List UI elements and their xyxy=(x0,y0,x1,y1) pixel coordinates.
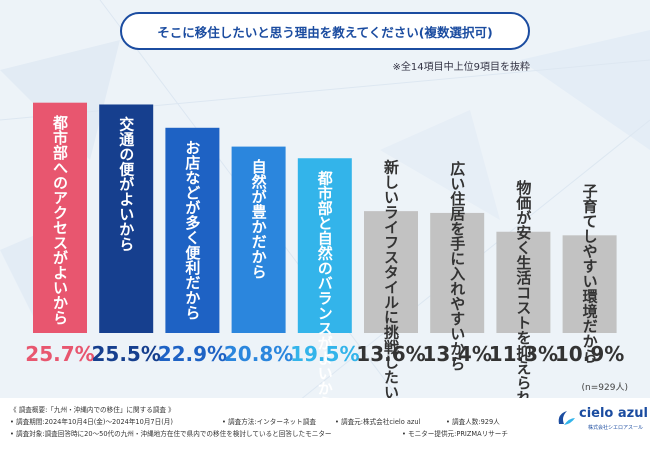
footer-monitor-provider: • モニター提供元:PRIZMAリサーチ xyxy=(402,430,508,438)
value-label-9: 10.9% xyxy=(555,342,624,366)
category-label-5: 都市部と自然のバランスがよいから xyxy=(316,170,334,410)
chart-title-box: そこに移住したいと思う理由を教えてください(複数選択可) xyxy=(120,12,530,50)
footer-survey-title: 《 調査概要:「九州・沖縄内での移住」に関する調査 》 xyxy=(10,406,175,414)
value-label-5: 19.5% xyxy=(290,342,359,366)
footer-survey-period: • 調査期間:2024年10月4日(金)〜2024年10月7日(月) xyxy=(10,418,173,426)
category-label-1: 都市部へのアクセスがよいから xyxy=(51,115,69,325)
category-label-9: 子育てしやすい環境だから xyxy=(581,183,599,363)
logo-subtitle: 株式会社シエロアスール xyxy=(588,425,644,431)
bar-9 xyxy=(562,235,617,333)
cielo-azul-logo-icon xyxy=(558,411,575,425)
category-label-8: 物価が安く生活コストを抑えられるから xyxy=(514,179,532,450)
category-label-4: 自然が豊かだから xyxy=(250,158,268,279)
selection-note: ※全14項目中上位9項目を抜粋 xyxy=(392,62,530,73)
bar-1 xyxy=(33,102,87,333)
bar-8 xyxy=(496,231,551,333)
category-label-2: 交通の便がよいから xyxy=(117,116,135,252)
value-label-7: 13.4% xyxy=(423,342,492,366)
footer-survey-method: • 調査方法:インターネット調査 xyxy=(222,418,316,426)
bar-3 xyxy=(165,127,220,334)
bar-6 xyxy=(364,211,418,333)
value-label-3: 22.9% xyxy=(158,342,227,366)
value-label-4: 20.8% xyxy=(224,342,293,366)
category-label-3: お店などが多く便利だから xyxy=(183,140,201,320)
bar-5 xyxy=(297,158,352,333)
sample-size-note: (n=929人) xyxy=(581,383,628,393)
footer-survey-target: • 調査対象:調査回答時に20〜50代の九州・沖縄地方在住で県内での移住を検討し… xyxy=(10,430,332,438)
logo-name: cielo azul xyxy=(579,406,648,421)
survey-footer: 《 調査概要:「九州・沖縄内での移住」に関する調査 》 • 調査期間:2024年… xyxy=(0,398,650,450)
footer-survey-count: • 調査人数:929人 xyxy=(446,418,500,426)
value-label-2: 25.5% xyxy=(92,342,161,366)
footer-survey-source: • 調査元:株式会社cielo azul xyxy=(335,418,421,426)
category-label-7: 広い住居を手に入れやすいから xyxy=(448,160,466,371)
bar-4 xyxy=(231,146,286,333)
chart-title: そこに移住したいと思う理由を教えてください(複数選択可) xyxy=(157,24,493,40)
bar-7 xyxy=(430,212,485,333)
value-label-8: 11.3% xyxy=(489,342,558,366)
value-label-1: 25.7% xyxy=(25,342,94,366)
value-label-6: 13.6% xyxy=(356,342,425,366)
bar-2 xyxy=(99,104,154,333)
category-label-6: 新しいライフスタイルに挑戦したいから xyxy=(382,158,400,429)
